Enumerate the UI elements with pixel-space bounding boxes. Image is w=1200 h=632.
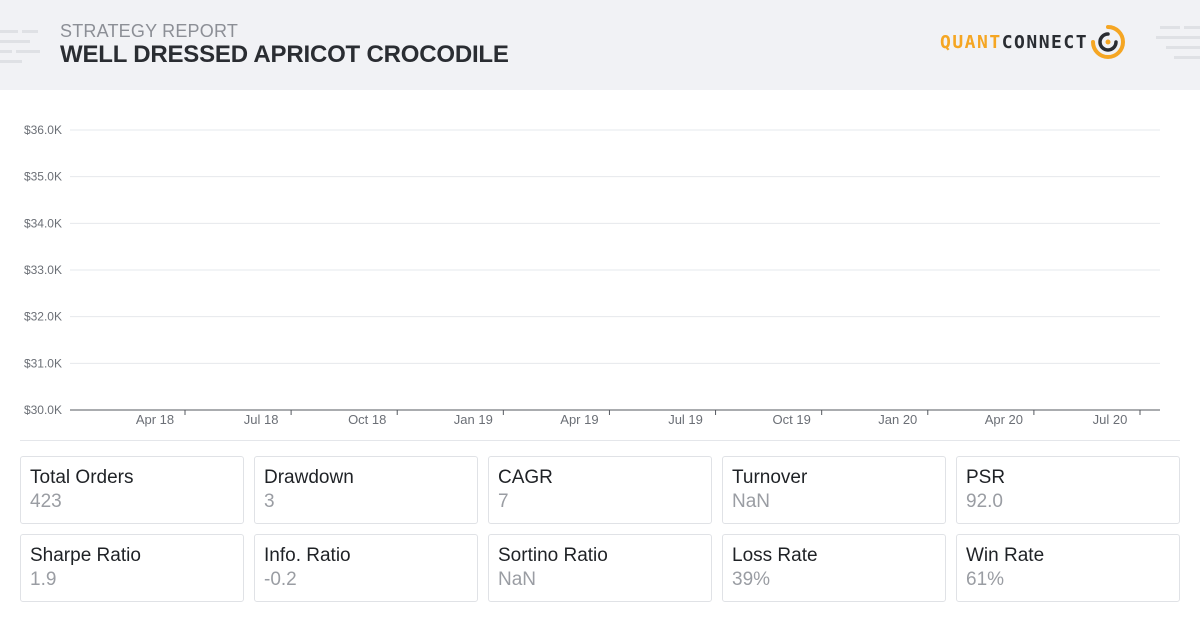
equity-chart: $30.0K $31.0K $32.0K $33.0K $34.0K $35.0K $36.… bbox=[24, 123, 1160, 427]
x-tick-label: Apr 18 bbox=[136, 412, 174, 427]
y-tick-label: $32.0K bbox=[24, 310, 62, 324]
x-tick-label: Jan 20 bbox=[878, 412, 917, 427]
stat-value: NaN bbox=[732, 491, 771, 512]
stat-value: 1.9 bbox=[30, 569, 57, 590]
stat-card-sharpe-ratio: Sharpe Ratio 1.9 bbox=[20, 534, 244, 602]
stat-card-info-ratio: Info. Ratio -0.2 bbox=[254, 534, 478, 602]
stat-label: Drawdown bbox=[264, 467, 354, 488]
y-tick-label: $35.0K bbox=[24, 170, 62, 184]
decorative-lines-left bbox=[0, 30, 40, 63]
x-tick-label: Jan 19 bbox=[454, 412, 493, 427]
y-tick-label: $30.0K bbox=[24, 403, 62, 417]
stat-value: 92.0 bbox=[966, 491, 1003, 512]
report-subtitle: STRATEGY REPORT bbox=[60, 21, 239, 41]
stat-card-drawdown: Drawdown 3 bbox=[254, 456, 478, 524]
stat-card-loss-rate: Loss Rate 39% bbox=[722, 534, 946, 602]
logo-quant-text: QUANT bbox=[940, 31, 1002, 53]
stat-label: Loss Rate bbox=[732, 545, 818, 566]
stat-value: 3 bbox=[264, 491, 275, 512]
stat-label: PSR bbox=[966, 467, 1006, 488]
x-tick-label: Jul 19 bbox=[668, 412, 703, 427]
stat-label: Total Orders bbox=[30, 467, 134, 488]
x-tick-label: Jul 18 bbox=[244, 412, 279, 427]
y-tick-label: $31.0K bbox=[24, 356, 62, 370]
quantconnect-logo-icon bbox=[1091, 25, 1126, 59]
logo-connect-text: CONNECT bbox=[1001, 31, 1089, 53]
x-tick-label: Apr 19 bbox=[560, 412, 598, 427]
x-tick-label: Jul 20 bbox=[1093, 412, 1128, 427]
x-tick-label: Oct 18 bbox=[348, 412, 386, 427]
stat-value: 39% bbox=[732, 569, 771, 590]
stat-card-psr: PSR 92.0 bbox=[956, 456, 1180, 524]
y-tick-label: $33.0K bbox=[24, 263, 62, 277]
stat-value: NaN bbox=[498, 569, 537, 590]
decorative-lines-right bbox=[1156, 26, 1200, 59]
stat-value: 61% bbox=[966, 569, 1005, 590]
quantconnect-logo: QUANT CONNECT bbox=[940, 24, 1126, 60]
stat-label: Sortino Ratio bbox=[498, 545, 608, 566]
stat-label: Win Rate bbox=[966, 545, 1045, 566]
stat-value: 7 bbox=[498, 491, 509, 512]
x-tick-label: Oct 19 bbox=[773, 412, 811, 427]
stat-label: Info. Ratio bbox=[264, 545, 351, 566]
x-tick-label: Apr 20 bbox=[985, 412, 1023, 427]
stat-card-win-rate: Win Rate 61% bbox=[956, 534, 1180, 602]
y-tick-label: $34.0K bbox=[24, 216, 62, 230]
stat-card-total-orders: Total Orders 423 bbox=[20, 456, 244, 524]
y-tick-label: $36.0K bbox=[24, 123, 62, 137]
stat-label: CAGR bbox=[498, 467, 553, 488]
section-divider bbox=[20, 440, 1180, 441]
strategy-title: WELL DRESSED APRICOT CROCODILE bbox=[60, 41, 509, 68]
stat-label: Sharpe Ratio bbox=[30, 545, 141, 566]
stat-value: -0.2 bbox=[264, 569, 297, 590]
stat-value: 423 bbox=[30, 491, 62, 512]
report-header: STRATEGY REPORT WELL DRESSED APRICOT CRO… bbox=[0, 0, 1200, 90]
stat-card-cagr: CAGR 7 bbox=[488, 456, 712, 524]
stat-label: Turnover bbox=[732, 467, 808, 488]
stat-card-turnover: Turnover NaN bbox=[722, 456, 946, 524]
stat-card-sortino-ratio: Sortino Ratio NaN bbox=[488, 534, 712, 602]
